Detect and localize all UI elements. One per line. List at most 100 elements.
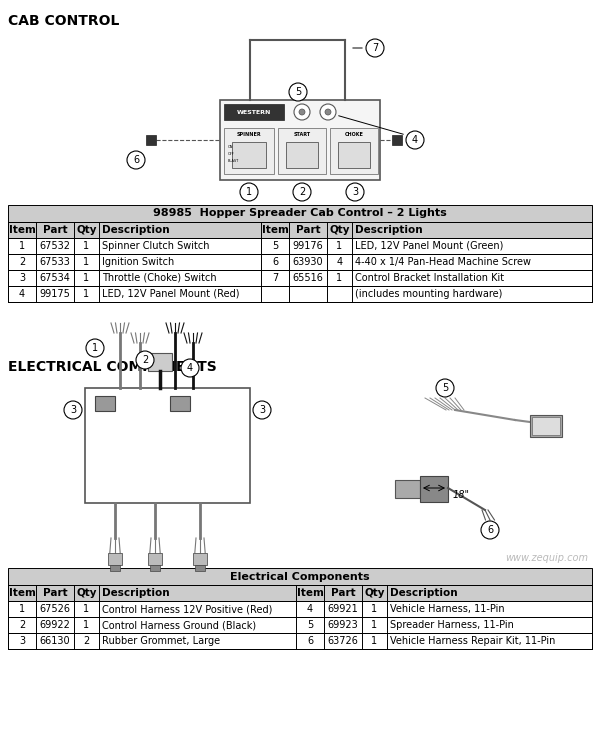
Text: 65516: 65516 bbox=[293, 273, 323, 283]
Circle shape bbox=[253, 401, 271, 419]
Bar bbox=[232, 142, 266, 168]
Text: 69923: 69923 bbox=[328, 620, 358, 630]
Bar bbox=[278, 128, 326, 174]
Circle shape bbox=[366, 39, 384, 57]
Text: Part: Part bbox=[43, 225, 67, 235]
Bar bbox=[8, 633, 592, 649]
Bar bbox=[170, 396, 190, 411]
Text: CAB CONTROL: CAB CONTROL bbox=[8, 14, 119, 28]
Text: 3: 3 bbox=[259, 405, 265, 415]
Text: 2: 2 bbox=[142, 355, 148, 365]
Text: CHOKE: CHOKE bbox=[344, 132, 364, 138]
Text: 63726: 63726 bbox=[328, 636, 358, 646]
Text: 4: 4 bbox=[187, 363, 193, 373]
Text: Ignition Switch: Ignition Switch bbox=[102, 257, 174, 267]
Bar bbox=[195, 565, 205, 571]
Circle shape bbox=[299, 109, 305, 115]
Text: LED, 12V Panel Mount (Red): LED, 12V Panel Mount (Red) bbox=[102, 289, 239, 299]
Circle shape bbox=[181, 359, 199, 377]
Bar bbox=[220, 100, 380, 180]
Text: 6: 6 bbox=[307, 636, 313, 646]
Text: Qty: Qty bbox=[329, 225, 350, 235]
Text: 3: 3 bbox=[70, 405, 76, 415]
Text: 69922: 69922 bbox=[40, 620, 70, 630]
Circle shape bbox=[86, 339, 104, 357]
Bar bbox=[193, 553, 207, 565]
Text: Control Harness Ground (Black): Control Harness Ground (Black) bbox=[102, 620, 256, 630]
Bar bbox=[8, 205, 592, 222]
Text: Part: Part bbox=[296, 225, 320, 235]
Bar bbox=[8, 617, 592, 633]
Circle shape bbox=[346, 183, 364, 201]
Text: 1: 1 bbox=[371, 604, 377, 614]
Text: 1: 1 bbox=[83, 604, 89, 614]
Circle shape bbox=[406, 131, 424, 149]
Bar bbox=[392, 135, 402, 145]
Text: Item: Item bbox=[8, 588, 35, 598]
Text: 67534: 67534 bbox=[40, 273, 70, 283]
Text: 5: 5 bbox=[272, 241, 278, 251]
Bar bbox=[8, 222, 592, 238]
Text: 2: 2 bbox=[299, 187, 305, 197]
Bar bbox=[148, 553, 162, 565]
Text: SPINNER: SPINNER bbox=[236, 132, 262, 138]
Text: 2: 2 bbox=[83, 636, 89, 646]
Circle shape bbox=[293, 183, 311, 201]
Text: 69921: 69921 bbox=[328, 604, 358, 614]
Text: 67532: 67532 bbox=[40, 241, 71, 251]
Circle shape bbox=[481, 521, 499, 539]
Text: 4: 4 bbox=[307, 604, 313, 614]
Text: Item: Item bbox=[262, 225, 289, 235]
Text: 67526: 67526 bbox=[40, 604, 71, 614]
Text: Description: Description bbox=[102, 588, 170, 598]
Text: Item: Item bbox=[296, 588, 323, 598]
Text: WESTERN: WESTERN bbox=[237, 110, 271, 114]
Text: 6: 6 bbox=[133, 155, 139, 165]
Text: BLAST: BLAST bbox=[228, 159, 239, 163]
Text: 4: 4 bbox=[337, 257, 343, 267]
Text: 1: 1 bbox=[19, 604, 25, 614]
Text: 1: 1 bbox=[246, 187, 252, 197]
Text: 1: 1 bbox=[337, 273, 343, 283]
Bar bbox=[338, 142, 370, 168]
Text: 3: 3 bbox=[19, 636, 25, 646]
Text: 1: 1 bbox=[337, 241, 343, 251]
Text: 2: 2 bbox=[19, 257, 25, 267]
Text: 1: 1 bbox=[83, 257, 89, 267]
Text: Description: Description bbox=[390, 588, 458, 598]
Text: Qty: Qty bbox=[76, 225, 97, 235]
Circle shape bbox=[127, 151, 145, 169]
Text: 5: 5 bbox=[307, 620, 313, 630]
Bar bbox=[146, 135, 156, 145]
Circle shape bbox=[289, 83, 307, 101]
Text: 4: 4 bbox=[412, 135, 418, 145]
Text: ON: ON bbox=[228, 145, 233, 149]
Circle shape bbox=[240, 183, 258, 201]
Text: Description: Description bbox=[355, 225, 422, 235]
Text: Qty: Qty bbox=[364, 588, 385, 598]
Text: 7: 7 bbox=[272, 273, 278, 283]
Bar bbox=[8, 286, 592, 302]
Text: 1: 1 bbox=[371, 636, 377, 646]
Text: Control Harness 12V Positive (Red): Control Harness 12V Positive (Red) bbox=[102, 604, 272, 614]
Text: 98985  Hopper Spreader Cab Control – 2 Lights: 98985 Hopper Spreader Cab Control – 2 Li… bbox=[153, 209, 447, 218]
Bar bbox=[395, 480, 420, 498]
Bar bbox=[224, 104, 284, 120]
Text: (includes mounting hardware): (includes mounting hardware) bbox=[355, 289, 502, 299]
Text: 5: 5 bbox=[442, 383, 448, 393]
Text: 1: 1 bbox=[92, 343, 98, 353]
Text: Qty: Qty bbox=[76, 588, 97, 598]
Bar bbox=[8, 585, 592, 601]
Text: Electrical Components: Electrical Components bbox=[230, 572, 370, 581]
Bar bbox=[420, 476, 448, 502]
Text: Item: Item bbox=[8, 225, 35, 235]
Text: ELECTRICAL COMPONENTS: ELECTRICAL COMPONENTS bbox=[8, 360, 217, 374]
Bar bbox=[8, 238, 592, 254]
Text: 1: 1 bbox=[371, 620, 377, 630]
Bar bbox=[8, 568, 592, 585]
Bar bbox=[95, 396, 115, 411]
Text: 6: 6 bbox=[487, 525, 493, 535]
Text: Vehicle Harness, 11-Pin: Vehicle Harness, 11-Pin bbox=[390, 604, 505, 614]
Text: Spinner Clutch Switch: Spinner Clutch Switch bbox=[102, 241, 209, 251]
Text: Vehicle Harness Repair Kit, 11-Pin: Vehicle Harness Repair Kit, 11-Pin bbox=[390, 636, 556, 646]
